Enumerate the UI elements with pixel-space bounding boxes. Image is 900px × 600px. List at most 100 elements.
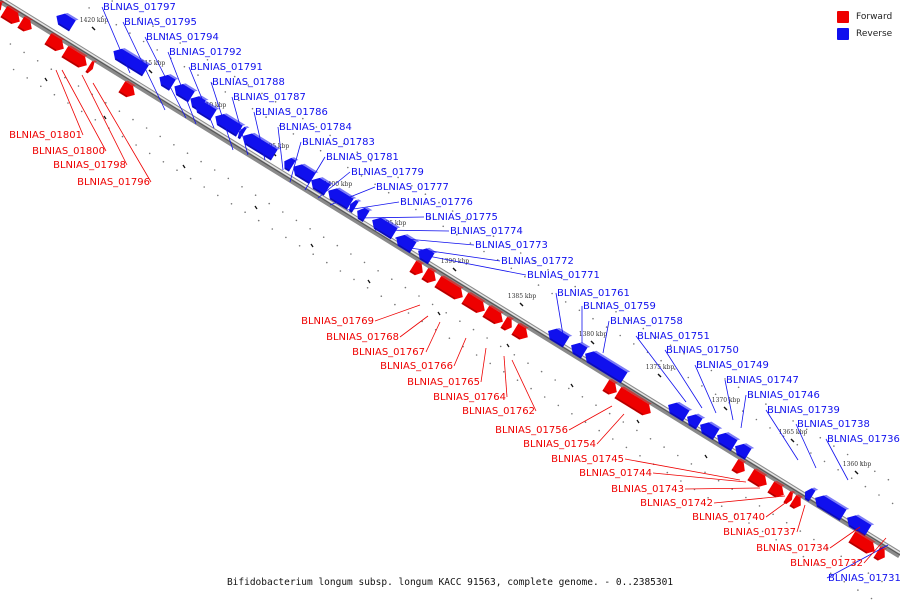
gene-leader-line [795,423,817,469]
gene-label[interactable]: BLNIAS_01791 [190,62,263,73]
gene-leader-line [596,413,625,445]
gene-label[interactable]: BLNIAS_01772 [501,256,574,267]
gene-label[interactable]: BLNIAS_01751 [637,331,710,342]
gene-label[interactable]: BLNIAS_01795 [124,17,197,28]
position-tick-label: 1370 kbp [712,397,741,404]
gene-label[interactable]: BLNIAS_01766 [380,361,453,372]
position-tick-label: 1365 kbp [779,429,808,436]
position-tick-label: 1385 kbp [508,293,537,300]
gene-label[interactable]: BLNIAS_01777 [376,182,449,193]
position-tick [452,267,457,272]
legend: Forward Reverse [837,8,897,42]
genome-caption: Bifidobacterium longum subsp. longum KAC… [226,577,674,588]
gene-label[interactable]: BLNIAS_01754 [523,439,596,450]
gene-arrow-forward [848,530,876,554]
gene-label[interactable]: BLNIAS_01800 [32,146,105,157]
gene-label[interactable]: BLNIAS_01761 [557,288,630,299]
gene-arrow-forward [61,45,88,68]
gene-leader-line [289,141,302,183]
gene-leader-line [624,458,741,481]
gene-leader-line [394,237,475,246]
gene-label[interactable]: BLNIAS_01768 [326,332,399,343]
gene-arrow-reverse [815,494,850,521]
gene-label[interactable]: BLNIAS_01756 [495,425,568,436]
gene-arrow-forward [789,494,804,509]
gene-arrow-reverse [284,157,299,172]
gene-label[interactable]: BLNIAS_01745 [551,454,624,465]
gene-label[interactable]: BLNIAS_01762 [462,406,535,417]
gene-label[interactable]: BLNIAS_01732 [790,558,863,569]
gene-leader-line [555,292,564,336]
gene-leader-line [304,156,326,191]
gene-label[interactable]: BLNIAS_01749 [696,360,769,371]
gene-label[interactable]: BLNIAS_01740 [692,512,765,523]
gene-label[interactable]: BLNIAS_01786 [255,107,328,118]
gene-label[interactable]: BLNIAS_01758 [610,316,683,327]
gene-label[interactable]: BLNIAS_01798 [53,160,126,171]
gene-leader-line [427,255,527,276]
gene-label[interactable]: BLNIAS_01737 [723,527,796,538]
gene-leader-line [453,337,467,367]
gene-label[interactable]: BLNIAS_01759 [583,301,656,312]
gene-arrow-reverse [293,163,319,185]
gene-label[interactable]: BLNIAS_01773 [475,240,548,251]
gene-label[interactable]: BLNIAS_01776 [400,197,473,208]
gene-label[interactable]: BLNIAS_01739 [767,405,840,416]
gene-label[interactable]: BLNIAS_01783 [302,137,375,148]
gene-arrow-reverse [571,342,591,359]
gene-label[interactable]: BLNIAS_01794 [146,32,219,43]
gene-arrow-reverse [700,421,723,441]
gene-arrow-reverse [56,12,79,32]
gene-label[interactable]: BLNIAS_01775 [425,212,498,223]
gene-leader-line [796,504,806,533]
gene-label[interactable]: BLNIAS_01765 [407,377,480,388]
gene-label[interactable]: BLNIAS_01781 [326,152,399,163]
gene-label[interactable]: BLNIAS_01769 [301,316,374,327]
legend-reverse-label: Reverse [856,28,893,39]
gene-label[interactable]: BLNIAS_01797 [103,2,176,13]
gene-leader-line [122,21,166,111]
gene-label[interactable]: BLNIAS_01792 [169,47,242,58]
gene-arrow-reverse [735,443,755,460]
gene-label[interactable]: BLNIAS_01747 [726,375,799,386]
gene-label[interactable]: BLNIAS_01743 [611,484,684,495]
gene-arrow-forward [482,305,504,325]
gene-label[interactable]: BLNIAS_01738 [797,419,870,430]
gene-leader-line [863,537,887,564]
gene-label[interactable]: BLNIAS_01746 [747,390,820,401]
gene-label[interactable]: BLNIAS_01774 [450,226,523,237]
gene-leader-line [826,544,889,579]
gene-label[interactable]: BLNIAS_01771 [527,270,600,281]
gene-leader-line [329,186,376,206]
gene-leader-line [167,51,197,125]
gene-leader-line [635,335,687,403]
gene-arrow-forward [614,386,652,416]
gene-arrow-forward [0,5,21,24]
gene-arrow-forward [44,32,65,52]
gene-label[interactable]: BLNIAS_01750 [666,345,739,356]
gene-label[interactable]: BLNIAS_01767 [352,347,425,358]
gene-label[interactable]: BLNIAS_01796 [77,177,150,188]
gene-arrow-reverse [585,350,631,384]
gene-arrow-reverse [548,327,573,348]
position-tick [854,470,859,475]
gene-label[interactable]: BLNIAS_01801 [9,130,82,141]
gene-label[interactable]: BLNIAS_01731 [828,573,900,584]
gene-label[interactable]: BLNIAS_01742 [640,498,713,509]
position-tick-label: 1420 kbp [80,17,109,24]
gene-leader-line [409,247,501,262]
gene-label[interactable]: BLNIAS_01744 [579,468,652,479]
gene-arrow-forward [602,379,619,395]
gene-arrow-forward [731,458,747,474]
gene-label[interactable]: BLNIAS_01779 [351,167,424,178]
gene-label[interactable]: BLNIAS_01734 [756,543,829,554]
gene-label[interactable]: BLNIAS_01784 [279,122,352,133]
gene-label[interactable]: BLNIAS_01788 [212,77,285,88]
gene-label[interactable]: BLNIAS_01736 [827,434,900,445]
gene-label[interactable]: BLNIAS_01764 [433,392,506,403]
legend-forward: Forward [837,8,897,25]
gene-leader-line [399,315,429,338]
gene-label[interactable]: BLNIAS_01787 [233,92,306,103]
position-tick [723,406,728,411]
gene-arrow-reverse [357,207,373,222]
